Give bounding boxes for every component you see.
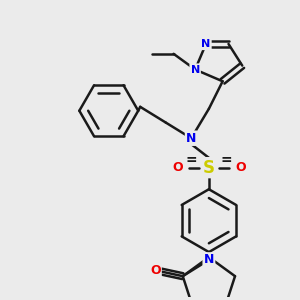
Text: O: O	[150, 264, 160, 277]
Text: N: N	[201, 39, 211, 49]
Text: S: S	[203, 159, 215, 177]
Text: N: N	[186, 132, 196, 145]
Text: =: =	[185, 153, 197, 167]
Text: =: =	[221, 153, 232, 167]
Text: O: O	[172, 161, 183, 174]
Text: N: N	[190, 64, 200, 74]
Text: N: N	[204, 254, 214, 266]
Text: O: O	[235, 161, 246, 174]
